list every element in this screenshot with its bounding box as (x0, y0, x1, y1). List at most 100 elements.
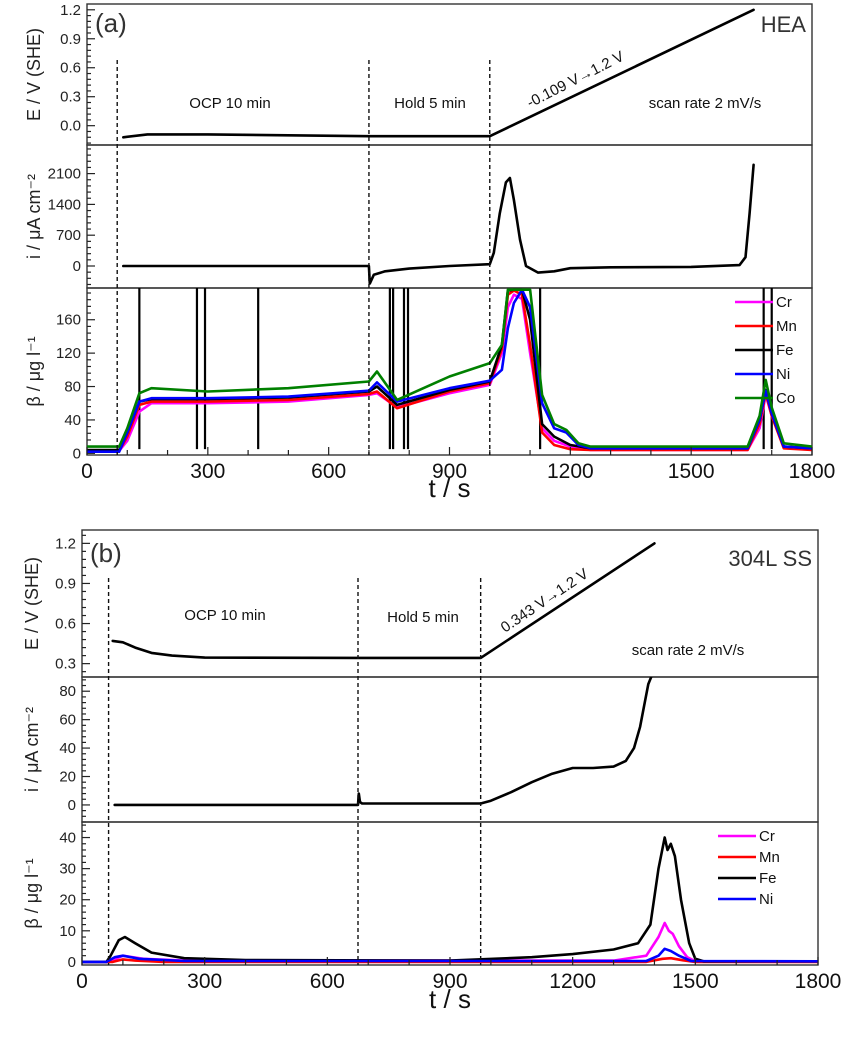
y-tick-label: 1400 (48, 196, 81, 213)
y-tick-label: 20 (59, 892, 76, 909)
panel-a-x-axis: 0 300 600 900 1200 1500 1800 (81, 60, 835, 483)
y-axis-label: β / μg l⁻¹ (24, 336, 44, 406)
panel-a-ocp-annotation: OCP 10 min (189, 95, 270, 112)
legend-label-mn: Mn (776, 318, 797, 335)
y-tick-label: 1.2 (55, 535, 76, 552)
legend-label-co: Co (776, 390, 795, 407)
x-tick-label: 1500 (668, 460, 715, 483)
panel-a-scan-rate-annotation: scan rate 2 mV/s (649, 95, 762, 112)
panel-b-x-axis-label: t / s (429, 984, 471, 1014)
legend-label-ni: Ni (759, 891, 773, 908)
y-tick-label: 0.9 (55, 575, 76, 592)
x-tick-label: 1800 (789, 460, 836, 483)
y-tick-label: 0 (68, 797, 76, 814)
y-tick-label: 80 (64, 379, 81, 396)
x-tick-label: 900 (432, 970, 467, 993)
series-group (87, 288, 812, 454)
x-tick-label: 300 (187, 970, 222, 993)
y-tick-label: 0 (73, 445, 81, 462)
y-tick-label: 0 (68, 954, 76, 971)
series-group (122, 163, 755, 285)
series-cr (87, 293, 812, 453)
panel-b: 0.3 0.6 0.9 1.2 E / V (SHE) 0 20 40 60 80 i / μA … (22, 529, 841, 1014)
series-group (113, 677, 653, 807)
panel-b-scan-rate-annotation: scan rate 2 mV/s (632, 642, 745, 659)
series-mn (87, 289, 812, 453)
panel-b-hold-annotation: Hold 5 min (387, 609, 459, 626)
panel-b-dissolution-subplot: 0 10 20 30 40 β / μg l⁻¹ Cr Mn Fe Ni (22, 821, 819, 971)
y-axis-label: E / V (SHE) (22, 557, 42, 650)
subplot-frame (86, 3, 813, 146)
y-tick-label: 40 (59, 740, 76, 757)
x-tick-label: 600 (310, 970, 345, 993)
y-tick-label: 0.0 (60, 118, 81, 135)
panel-b-x-axis: 0 300 600 900 1200 1500 1800 (76, 578, 841, 993)
legend: Cr Mn Fe Ni Co (735, 294, 797, 407)
legend-label-cr: Cr (776, 294, 792, 311)
y-tick-label: 20 (59, 769, 76, 786)
legend-label-ni: Ni (776, 366, 790, 383)
y-tick-label: 40 (59, 830, 76, 847)
series-co (87, 288, 812, 448)
series-group (111, 542, 656, 660)
y-tick-label: 30 (59, 861, 76, 878)
x-tick-label: 300 (190, 460, 225, 483)
series-i (122, 163, 755, 285)
y-tick-label: 1.2 (60, 2, 81, 19)
series-fe (87, 288, 812, 452)
panel-b-sample-label: 304L SS (728, 546, 812, 571)
subplot-frame (86, 287, 813, 456)
y-tick-label: 80 (59, 683, 76, 700)
x-tick-label: 1500 (672, 970, 719, 993)
x-tick-label: 600 (311, 460, 346, 483)
x-tick-label: 0 (76, 970, 88, 993)
y-tick-label: 40 (64, 412, 81, 429)
series-e (122, 8, 755, 139)
panel-b-ramp-annotation: 0.343 V→1.2 V (498, 565, 592, 636)
x-tick-label: 0 (81, 460, 93, 483)
x-tick-label: 1200 (547, 460, 594, 483)
y-tick-label: 2100 (48, 166, 81, 183)
y-tick-label: 10 (59, 923, 76, 940)
series-cr (82, 921, 818, 964)
y-tick-label: 0.3 (55, 656, 76, 673)
panel-a-ramp-annotation: -0.109 V→1.2 V (524, 48, 627, 112)
y-axis-label: i / μA cm⁻² (24, 174, 44, 259)
panel-a-dissolution-subplot: 0 40 80 120 160 β / μg l⁻¹ Cr Mn Fe Ni Co (24, 287, 813, 462)
series-group (122, 8, 755, 139)
y-tick-label: 160 (56, 312, 81, 329)
y-tick-label: 0.6 (55, 616, 76, 633)
series-e (111, 542, 656, 660)
x-tick-label: 1800 (795, 970, 842, 993)
panel-a-sample-label: HEA (761, 12, 807, 37)
y-tick-label: 0 (73, 258, 81, 275)
panel-b-current-subplot: 0 20 40 60 80 i / μA cm⁻² (22, 676, 819, 823)
legend-label-cr: Cr (759, 828, 775, 845)
subplot-frame (81, 676, 819, 823)
y-tick-label: 60 (59, 712, 76, 729)
legend-label-fe: Fe (759, 870, 777, 887)
panel-b-ocp-annotation: OCP 10 min (184, 607, 265, 624)
panel-a: 0.0 0.3 0.6 0.9 1.2 E / V (SHE) 0 700 1400 2100i… (24, 2, 835, 503)
y-axis-label: i / μA cm⁻² (22, 707, 42, 792)
panel-a-potential-subplot: 0.0 0.3 0.6 0.9 1.2 E / V (SHE) (24, 2, 813, 146)
series-fe (82, 836, 818, 964)
y-tick-label: 0.3 (60, 89, 81, 106)
legend: Cr Mn Fe Ni (718, 828, 780, 908)
series-ni (82, 947, 818, 964)
y-tick-label: 700 (56, 227, 81, 244)
panel-a-x-axis-label: t / s (429, 473, 471, 503)
panel-b-label: (b) (90, 538, 122, 568)
y-axis-label: E / V (SHE) (24, 28, 44, 121)
legend-label-fe: Fe (776, 342, 794, 359)
y-tick-label: 0.6 (60, 60, 81, 77)
x-tick-label: 1200 (549, 970, 596, 993)
panel-a-hold-annotation: Hold 5 min (394, 95, 466, 112)
series-i (113, 677, 653, 807)
panel-a-label: (a) (95, 8, 127, 38)
series-ni (87, 288, 812, 454)
y-axis-label: β / μg l⁻¹ (22, 858, 42, 928)
legend-label-mn: Mn (759, 849, 780, 866)
